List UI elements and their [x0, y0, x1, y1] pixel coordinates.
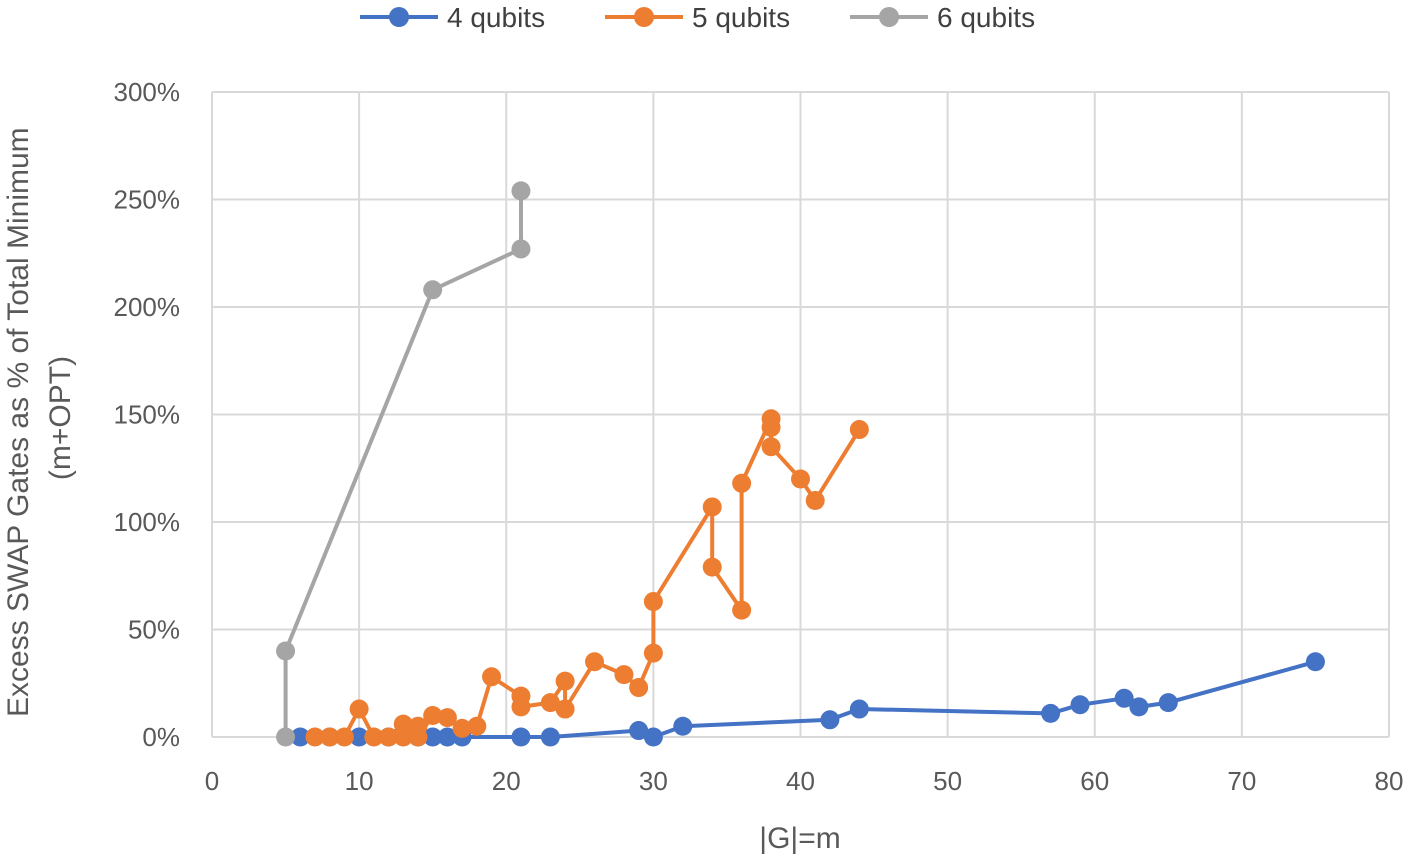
y-axis-ticks: 0% 50% 100% 150% 200% 250% 300%	[114, 77, 181, 752]
legend-marker	[389, 7, 409, 27]
data-point	[702, 497, 722, 517]
x-tick-label: 80	[1375, 766, 1404, 796]
data-point	[482, 667, 502, 687]
x-tick-label: 70	[1227, 766, 1256, 796]
data-point	[849, 699, 869, 719]
data-point	[761, 437, 781, 457]
data-point	[791, 469, 810, 489]
data-point	[1158, 693, 1178, 713]
data-point	[732, 600, 752, 620]
data-point	[437, 727, 457, 747]
y-tick-label: 300%	[114, 77, 181, 107]
data-point	[290, 727, 310, 747]
y-tick-label: 0%	[142, 722, 180, 752]
series-group	[276, 181, 1325, 747]
y-tick-label: 50%	[128, 615, 180, 645]
data-point	[555, 699, 575, 719]
y-tick-label: 150%	[114, 400, 181, 430]
data-point	[349, 727, 369, 747]
data-point	[555, 671, 575, 691]
data-point	[732, 473, 752, 493]
legend-marker	[634, 7, 654, 27]
y-axis-title-line-2: (m+OPT)	[44, 356, 77, 480]
legend-item: 4 qubits	[360, 2, 545, 33]
data-point	[1041, 703, 1061, 723]
x-tick-label: 30	[639, 766, 668, 796]
data-point	[820, 710, 840, 730]
data-point	[511, 697, 531, 717]
data-point	[643, 592, 663, 612]
legend-label: 6 qubits	[937, 2, 1035, 33]
data-point	[849, 420, 869, 440]
y-axis-title: Excess SWAP Gates as % of Total Minimum …	[2, 119, 77, 717]
data-point	[408, 727, 428, 747]
data-point	[1070, 695, 1090, 715]
x-tick-label: 0	[205, 766, 219, 796]
data-point	[320, 727, 340, 747]
data-point	[585, 652, 605, 672]
x-tick-label: 50	[933, 766, 962, 796]
y-tick-label: 250%	[114, 185, 181, 215]
series-line	[313, 416, 862, 739]
legend-item: 6 qubits	[850, 2, 1035, 33]
data-point	[379, 727, 399, 747]
legend: 4 qubits 5 qubits 6 qubits	[360, 2, 1035, 33]
data-point	[1114, 688, 1134, 708]
series-4-qubits	[290, 652, 1325, 747]
data-point	[423, 727, 443, 747]
legend-item: 5 qubits	[605, 2, 790, 33]
data-point	[305, 727, 325, 747]
data-point	[452, 718, 472, 738]
data-point	[423, 280, 443, 300]
data-point	[673, 716, 693, 736]
y-tick-label: 200%	[114, 292, 181, 322]
legend-marker	[879, 7, 899, 27]
data-point	[540, 693, 560, 713]
x-tick-label: 60	[1080, 766, 1109, 796]
data-point	[629, 721, 649, 741]
data-point	[334, 727, 354, 747]
data-point	[540, 727, 560, 747]
data-point	[467, 716, 487, 736]
y-tick-label: 100%	[114, 507, 181, 537]
data-point	[393, 727, 413, 747]
series-5-qubits	[305, 409, 869, 747]
data-point	[761, 417, 781, 437]
data-point	[629, 678, 649, 698]
data-point	[702, 557, 722, 577]
data-point	[511, 727, 531, 747]
legend-label: 4 qubits	[447, 2, 545, 33]
series-line	[283, 188, 523, 739]
data-point	[614, 665, 634, 685]
data-point	[805, 491, 825, 510]
data-point	[423, 706, 443, 725]
x-tick-label: 10	[345, 766, 374, 796]
x-tick-label: 40	[786, 766, 815, 796]
x-axis-ticks: 0 10 20 30 40 50 60 70 80	[205, 766, 1404, 796]
series-6-qubits	[276, 181, 531, 747]
data-point	[276, 641, 296, 661]
data-point	[364, 727, 384, 747]
y-axis-title-line-1: Excess SWAP Gates as % of Total Minimum	[2, 127, 35, 717]
x-tick-label: 20	[492, 766, 521, 796]
x-axis-title: |G|=m	[759, 822, 840, 855]
data-point	[276, 727, 296, 747]
data-point	[1305, 652, 1325, 672]
data-point	[643, 643, 663, 663]
data-point	[511, 181, 531, 201]
legend-label: 5 qubits	[692, 2, 790, 33]
data-point	[437, 708, 457, 728]
data-point	[1129, 697, 1149, 717]
data-point	[349, 699, 369, 719]
data-point	[643, 727, 663, 747]
grid	[211, 91, 1390, 738]
data-point	[511, 239, 531, 259]
